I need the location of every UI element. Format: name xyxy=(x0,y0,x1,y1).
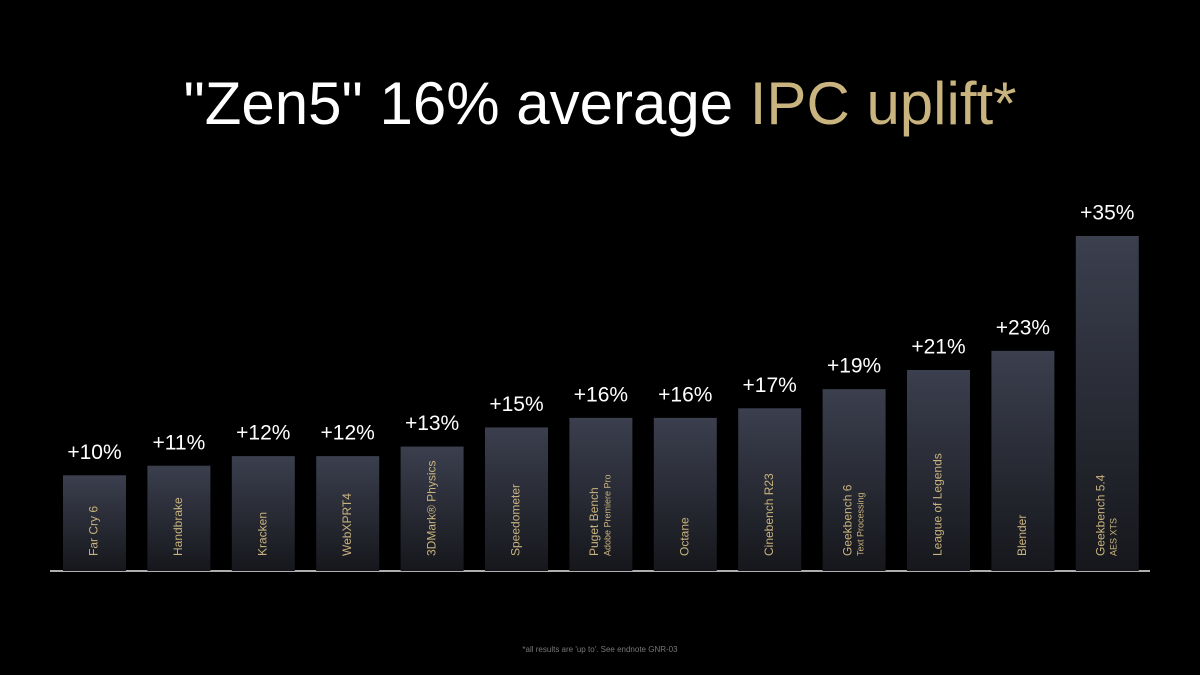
value-label: +17% xyxy=(743,374,797,397)
value-label: +19% xyxy=(827,355,881,378)
value-label: +12% xyxy=(236,422,290,445)
value-label: +16% xyxy=(574,383,628,406)
value-label: +12% xyxy=(321,422,375,445)
category-label: Geekbench 6 xyxy=(840,484,854,556)
bar xyxy=(485,427,548,571)
bar xyxy=(147,465,211,571)
value-label: +11% xyxy=(153,431,206,454)
title-highlight: IPC uplift* xyxy=(750,70,1017,137)
category-label: Octane xyxy=(677,517,691,556)
bar xyxy=(822,389,886,571)
category-label: Puget Bench xyxy=(587,487,601,556)
chart-title: "Zen5" 16% average IPC uplift* xyxy=(183,70,1016,137)
category-label: League of Legends xyxy=(931,453,945,556)
bar xyxy=(400,446,464,571)
category-label: WebXPRT4 xyxy=(340,493,354,556)
bar xyxy=(991,350,1055,571)
value-label: +10% xyxy=(67,441,121,464)
bar xyxy=(653,417,717,571)
category-sublabel: Adobe Premiere Pro xyxy=(602,474,612,556)
value-label: +16% xyxy=(658,383,712,406)
category-label: Cinebench R23 xyxy=(762,473,776,556)
category-label: 3DMark® Physics xyxy=(424,460,438,556)
bar xyxy=(907,370,970,571)
bar xyxy=(738,408,802,571)
title-main: "Zen5" 16% average xyxy=(183,70,733,137)
bar xyxy=(231,456,295,571)
footnote: *all results are 'up to'. See endnote GN… xyxy=(522,645,678,654)
category-label: Far Cry 6 xyxy=(87,506,101,556)
value-label: +23% xyxy=(996,316,1050,339)
bar xyxy=(569,417,633,571)
category-sublabel: Text Processing xyxy=(855,492,865,556)
value-label: +35% xyxy=(1080,202,1134,225)
category-label: Kracken xyxy=(255,512,269,556)
value-label: +21% xyxy=(911,336,965,359)
bar xyxy=(316,456,380,571)
category-sublabel: AES XTS xyxy=(1109,518,1119,556)
bar xyxy=(63,475,126,571)
category-label: Speedometer xyxy=(509,484,523,556)
value-label: +13% xyxy=(405,412,459,435)
category-label: Geekbench 5.4 xyxy=(1093,474,1107,556)
value-label: +15% xyxy=(489,393,543,416)
category-label: Handbrake xyxy=(171,497,185,556)
category-label: Blender xyxy=(1015,515,1029,556)
bar xyxy=(1075,236,1139,571)
